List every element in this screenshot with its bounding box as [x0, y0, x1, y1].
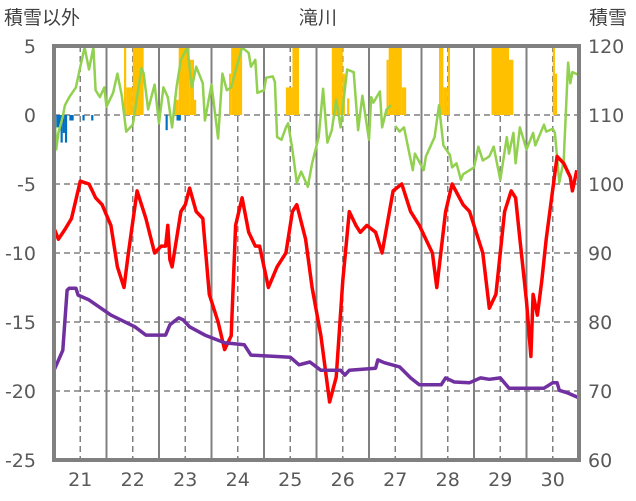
yellow-bar [132, 46, 144, 115]
yellow-bar [229, 73, 232, 115]
blue-bar [60, 115, 63, 143]
right-tick-label: 120 [588, 36, 624, 58]
yellow-bar [447, 46, 450, 115]
left-tick-label: -5 [17, 174, 36, 196]
chart-title: 滝川 [299, 7, 337, 29]
red-series-line [52, 154, 579, 404]
yellow-bar [292, 46, 299, 115]
yellow-bar [401, 87, 407, 115]
yellow-bar [174, 99, 179, 115]
blue-bar [56, 115, 61, 128]
yellow-bar [388, 46, 402, 115]
yellow-bar [347, 98, 350, 115]
yellow-bar [386, 59, 389, 115]
yellow-bar [285, 87, 293, 115]
x-tick-label: 26 [331, 469, 355, 491]
right-tick-label: 80 [588, 312, 612, 334]
left-tick-label: -25 [5, 450, 36, 472]
right-axis-title: 積雪 [589, 7, 627, 29]
yellow-bar [491, 46, 509, 115]
yellow-bar [126, 87, 133, 115]
bars [56, 46, 558, 143]
blue-bar [165, 115, 168, 131]
yellow-bar [194, 99, 197, 115]
right-tick-label: 60 [588, 450, 612, 472]
x-tick-label: 24 [226, 469, 250, 491]
blue-bar [69, 115, 74, 121]
x-tick-label: 29 [488, 469, 512, 491]
yellow-bar [552, 46, 555, 115]
plot-frame [52, 44, 581, 462]
left-tick-label: 0 [24, 105, 36, 127]
green-series-line [52, 46, 580, 189]
right-tick-label: 90 [588, 243, 612, 265]
x-tick-label: 23 [173, 469, 197, 491]
yellow-bar [554, 73, 558, 115]
lines [52, 46, 580, 404]
blue-bar [91, 115, 94, 121]
blue-bar [82, 115, 85, 121]
blue-bar [62, 115, 65, 133]
left-tick-label: -20 [5, 381, 36, 403]
purple-series-line [52, 286, 580, 400]
right-tick-label: 100 [588, 174, 624, 196]
grid [54, 46, 579, 460]
right-tick-label: 70 [588, 381, 612, 403]
left-tick-label: -10 [5, 243, 36, 265]
plot-border [52, 44, 581, 462]
left-axis-title: 積雪以外 [4, 7, 80, 29]
yellow-bar [443, 87, 448, 115]
x-tick-label: 21 [68, 469, 92, 491]
yellow-bar [439, 46, 444, 115]
left-tick-label: 5 [24, 36, 36, 58]
x-tick-label: 27 [383, 469, 407, 491]
yellow-bar [331, 46, 343, 115]
x-tick-label: 30 [541, 469, 565, 491]
x-tick-label: 22 [121, 469, 145, 491]
yellow-bar [231, 46, 243, 115]
blue-bar [64, 115, 68, 143]
x-tick-label: 28 [436, 469, 460, 491]
yellow-bar [178, 46, 190, 115]
blue-bar [176, 115, 181, 121]
left-tick-label: -15 [5, 312, 36, 334]
x-tick-label: 25 [278, 469, 302, 491]
yellow-bar [124, 46, 127, 115]
tick-labels: 21 22 23 24 25 26 27 28 29 30 5 0 -5 -10 -15 -20 -25 120 1… [5, 36, 624, 491]
right-tick-label: 110 [588, 105, 624, 127]
yellow-bar [509, 59, 514, 115]
